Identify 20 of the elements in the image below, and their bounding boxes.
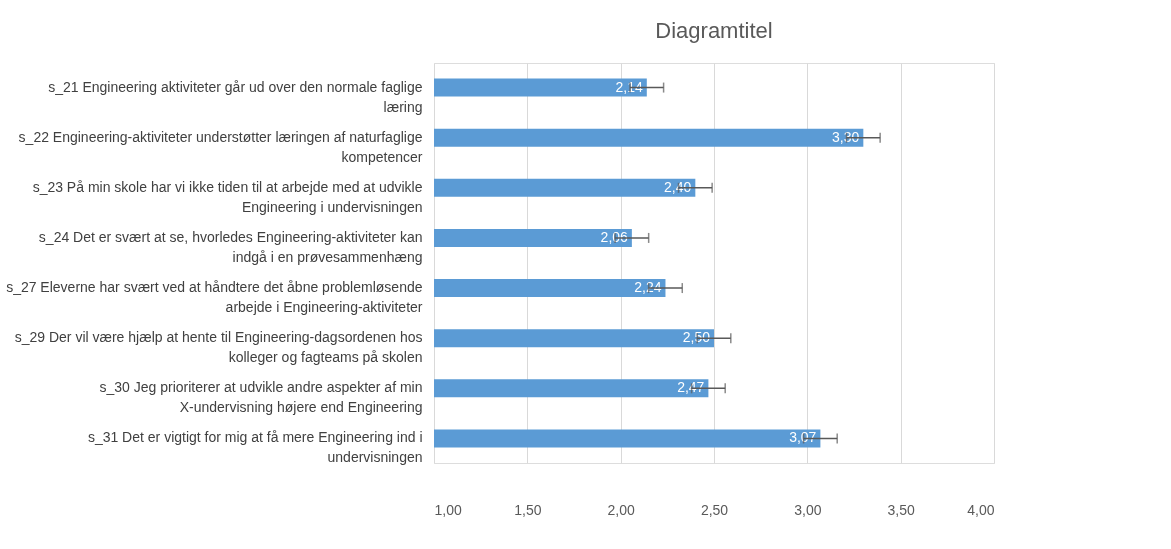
x-tick-label: 3,50: [887, 501, 915, 518]
y-tick-label: s_27 Eleverne har svært ved at håndtere det åbne problemløsende arbejde i Engineering-aktiviteter: [6, 279, 423, 316]
x-tick-label: 2,00: [607, 501, 635, 518]
data-label: 2,47: [677, 379, 705, 396]
data-label: 2,24: [634, 279, 662, 296]
chart-title: Diagramtitel: [655, 18, 773, 43]
data-label: 2,06: [600, 228, 629, 245]
x-tick-label: 2,50: [700, 501, 729, 518]
y-tick-label: s_29 Der vil være hjælp at hente til Engineering-dagsordenen hos kolleger og fagteams på skolen: [14, 329, 423, 366]
y-tick-label: s_30 Jeg prioriterer at udvikle andre aspekter af min X-undervisning højere end Engineering: [99, 379, 423, 416]
y-tick-label: s_24 Det er svært at se, hvorledes Engineering-aktiviteter kan indgå i en prøvesammenhæng: [38, 228, 423, 265]
y-tick-label: s_23 På min skole har vi ikke tiden til at arbejde med at udvikle Engineering i undervisningen: [32, 178, 423, 215]
data-label: 3,07: [789, 429, 817, 446]
y-tick-label: s_21 Engineering aktiviteter går ud over den normale faglige læring: [48, 78, 423, 115]
x-tick-label: 1,50: [514, 501, 542, 518]
x-tick-label: 4,00: [967, 501, 995, 518]
y-tick-label: s_22 Engineering-aktiviteter understøtter læringen af naturfaglige kompetencer: [18, 128, 423, 165]
x-tick-label: 3,00: [794, 501, 822, 518]
x-tick-label: 1,00: [434, 501, 462, 518]
y-tick-label: s_31 Det er vigtigt for mig at få mere Engineering ind i undervisningen: [87, 429, 423, 466]
